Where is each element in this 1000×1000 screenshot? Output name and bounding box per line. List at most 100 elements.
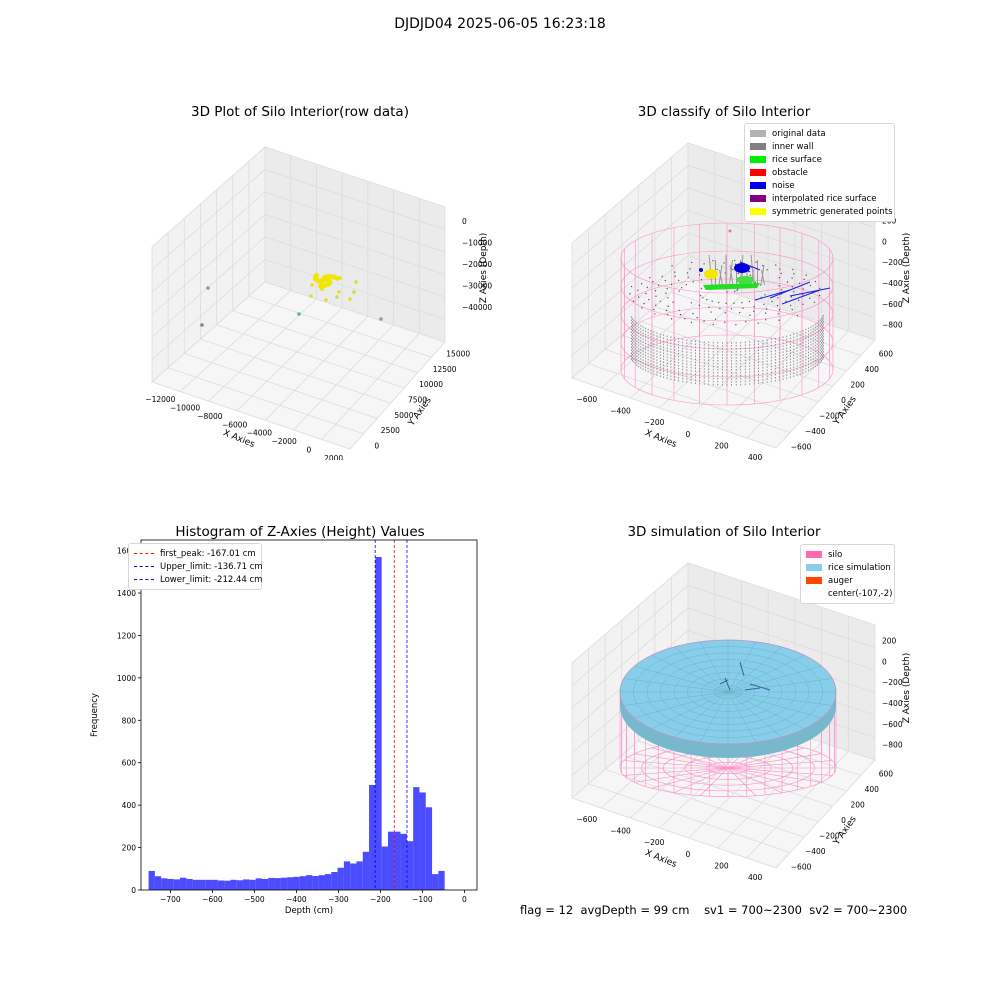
legend-swatch — [750, 130, 766, 137]
silo-floor-line — [699, 767, 729, 796]
raw-data-point — [337, 290, 341, 294]
original-data-point — [666, 287, 668, 290]
z-tick-label: −20000 — [462, 260, 492, 269]
grid-line — [151, 191, 446, 293]
legend-label: rice simulation — [828, 562, 891, 573]
legend-entry: rice surface — [750, 153, 889, 166]
z-axis-label: Z Axies (Depth) — [902, 233, 912, 304]
rice-mesh-line — [673, 646, 729, 693]
y-tick-label: 2500 — [381, 426, 400, 435]
original-data-point — [792, 268, 794, 271]
grid-line — [208, 298, 317, 402]
histogram-bar — [337, 867, 344, 890]
y-tick-label: 200 — [850, 381, 865, 390]
original-data-point — [640, 283, 643, 285]
inner-wall-points — [719, 269, 723, 286]
legend-swatch — [806, 577, 822, 584]
z-tick-label: −400 — [882, 699, 903, 708]
legend-label: Upper_limit: -136.71 cm — [160, 561, 263, 572]
silo-floor-line — [623, 760, 729, 769]
original-data-point — [685, 283, 688, 286]
original-data-point — [698, 274, 701, 276]
silo-floor-line — [727, 760, 833, 769]
silo-floor-line — [727, 767, 822, 783]
grid-line — [630, 295, 742, 399]
y-tick-label: 0 — [131, 886, 136, 895]
legend-label: inner wall — [772, 141, 814, 152]
z-tick-label: −800 — [882, 741, 903, 750]
x-tick-label: 400 — [748, 873, 763, 880]
silo-floor-line — [634, 767, 729, 783]
original-data-point — [645, 292, 647, 295]
original-data-point — [724, 312, 726, 314]
original-data-point — [791, 286, 793, 288]
simulation-plot-title: 3D simulation of Silo Interior — [627, 524, 821, 540]
legend-label: first_peak: -167.01 cm — [160, 548, 256, 559]
y-tick-label: 400 — [122, 801, 137, 810]
original-data-point — [674, 271, 676, 273]
legend-entry: Lower_limit: -212.44 cm — [134, 573, 262, 586]
rice-simulation-side — [620, 692, 836, 758]
original-data-point — [655, 295, 657, 297]
original-data-point — [793, 273, 795, 275]
original-data-point — [764, 312, 767, 314]
grid-line — [621, 754, 819, 823]
legend-label: noise — [772, 180, 795, 191]
grid-line — [659, 304, 769, 409]
x-tick-label: −600 — [577, 815, 598, 824]
original-data-point — [778, 309, 781, 311]
legend-label: original data — [772, 128, 826, 139]
original-data-point — [809, 284, 812, 287]
rice-mesh-line — [651, 691, 729, 729]
legend-line-swatch — [134, 579, 154, 580]
original-data-point — [745, 321, 747, 323]
raw-plot-title: 3D Plot of Silo Interior(row data) — [191, 104, 409, 120]
rice-surface-points — [703, 283, 760, 290]
x-tick-label: −200 — [644, 418, 665, 427]
x-tick-label: 400 — [748, 453, 763, 460]
original-data-point — [679, 313, 682, 316]
histogram-bar — [211, 879, 218, 890]
original-data-point — [700, 287, 703, 290]
auger-feature — [749, 683, 771, 691]
z-axis-label: Z Axies (Depth) — [902, 653, 912, 724]
original-data-point — [653, 308, 655, 311]
histogram-bar — [148, 870, 155, 890]
histogram-bar — [419, 792, 426, 890]
original-data-point — [665, 309, 668, 312]
histogram-bar — [293, 876, 300, 890]
raw-data-point — [322, 283, 328, 288]
y-tick-label: 0 — [374, 441, 379, 450]
original-data-point — [649, 276, 651, 279]
original-data-point — [732, 268, 734, 271]
original-data-point — [764, 294, 766, 296]
z-tick-label: −200 — [882, 258, 903, 267]
grid-line — [571, 210, 876, 311]
grid-line — [232, 310, 418, 373]
original-data-point — [796, 314, 799, 317]
original-data-point — [786, 281, 789, 283]
x-tick-label: 0 — [685, 850, 690, 859]
original-data-point — [757, 322, 759, 324]
z-tick-label: −800 — [882, 321, 903, 330]
x-tick-label: −200 — [644, 838, 665, 847]
grid-line — [151, 214, 446, 315]
noise-points — [781, 289, 821, 305]
original-data-point — [781, 289, 783, 291]
grid-line — [688, 313, 796, 419]
grid-line — [571, 585, 876, 686]
original-data-point — [765, 319, 767, 321]
histogram-bar — [406, 841, 414, 890]
grid-line — [605, 349, 805, 418]
x-axis-label: X Axies — [643, 428, 678, 450]
original-data-point — [670, 318, 673, 320]
z-tick-label: 0 — [882, 657, 887, 666]
original-data-point — [692, 281, 694, 283]
x-tick-label: −10000 — [170, 404, 200, 413]
original-data-point — [659, 300, 662, 303]
silo-ring — [620, 222, 834, 294]
original-data-point — [805, 274, 807, 276]
y-tick-label: −200 — [819, 411, 840, 420]
rice-mesh-line — [727, 641, 757, 693]
y-tick-label: 7500 — [408, 396, 427, 405]
